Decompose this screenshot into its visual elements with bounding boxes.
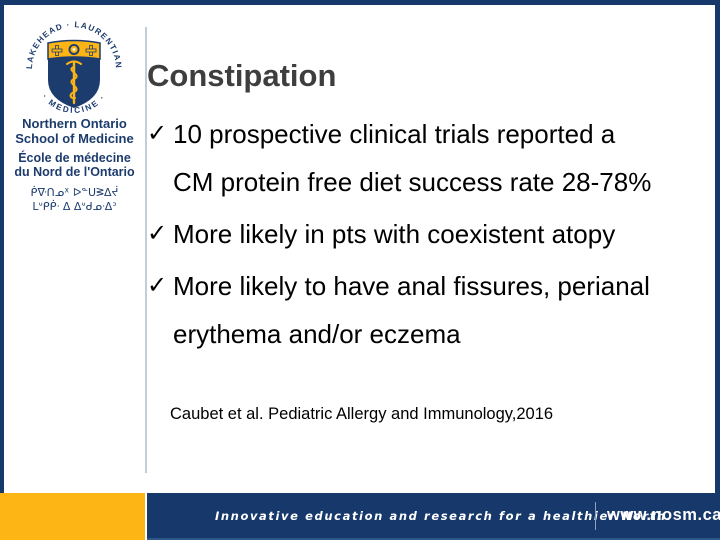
crest-left-emblem xyxy=(51,45,63,56)
bullet-3-line-1: More likely to have anal fissures, peria… xyxy=(173,271,650,301)
bullet-1-line-2: CM protein free diet success rate 28-78% xyxy=(173,167,652,197)
org-name-fr-line2: du Nord de l'Ontario xyxy=(14,165,135,179)
bullet-item-3: ✓ More likely to have anal fissures, per… xyxy=(147,262,715,358)
bullet-list: ✓ 10 prospective clinical trials reporte… xyxy=(147,110,715,358)
nosm-crest-icon: LAKEHEAD · LAURENTIAN · MEDICINE · xyxy=(25,20,122,115)
crest-center-emblem xyxy=(68,44,80,55)
bullet-3-line-2: erythema and/or eczema xyxy=(173,319,461,349)
slide-right-border xyxy=(715,0,720,540)
footer-divider-line xyxy=(595,502,596,530)
rod-of-asclepius-icon xyxy=(66,60,82,105)
bullet-2-line-1: More likely in pts with coexistent atopy xyxy=(173,219,616,249)
org-name-en-line2: School of Medicine xyxy=(15,131,134,146)
citation-text: Caubet et al. Pediatric Allergy and Immu… xyxy=(170,405,554,423)
org-name-syllabics-line1: ᑮᐍᑎᓄᕽ ᐅᓐᑌᕒᐃᔫ xyxy=(30,186,119,199)
bullet-1-line-1: 10 prospective clinical trials reported … xyxy=(173,119,616,149)
footer-gold-block xyxy=(0,493,145,540)
org-name-block: Northern Ontario School of Medicine Écol… xyxy=(4,116,145,214)
footer-website-url: www.nosm.ca xyxy=(607,506,720,524)
footer-bar-bottom-edge xyxy=(147,538,720,540)
slide-title: Constipation xyxy=(147,58,337,93)
org-name-syllabics-line2: ᒪᐡᑭᑮᐧ ᐃ ᐃᐡᑯᓄᐧᐃᐣ xyxy=(32,200,117,213)
bullet-item-2: ✓ More likely in pts with coexistent ato… xyxy=(147,210,715,258)
slide-left-border xyxy=(0,0,4,493)
sidebar-divider-line xyxy=(145,27,147,473)
nosm-crest-logo: LAKEHEAD · LAURENTIAN · MEDICINE · xyxy=(22,12,126,127)
footer-tagline: Innovative education and research for a … xyxy=(215,508,673,523)
checkmark-icon: ✓ xyxy=(147,220,168,247)
slide-top-border xyxy=(0,0,720,5)
branding-sidebar: LAKEHEAD · LAURENTIAN · MEDICINE · xyxy=(4,5,145,493)
bullet-item-1: ✓ 10 prospective clinical trials reporte… xyxy=(147,110,715,206)
checkmark-icon: ✓ xyxy=(147,120,168,147)
org-name-en-line1: Northern Ontario xyxy=(22,116,127,131)
crest-right-emblem xyxy=(85,45,97,56)
org-name-fr-line1: École de médecine xyxy=(18,151,131,165)
checkmark-icon: ✓ xyxy=(147,272,168,299)
footer-bar: Innovative education and research for a … xyxy=(147,493,720,540)
